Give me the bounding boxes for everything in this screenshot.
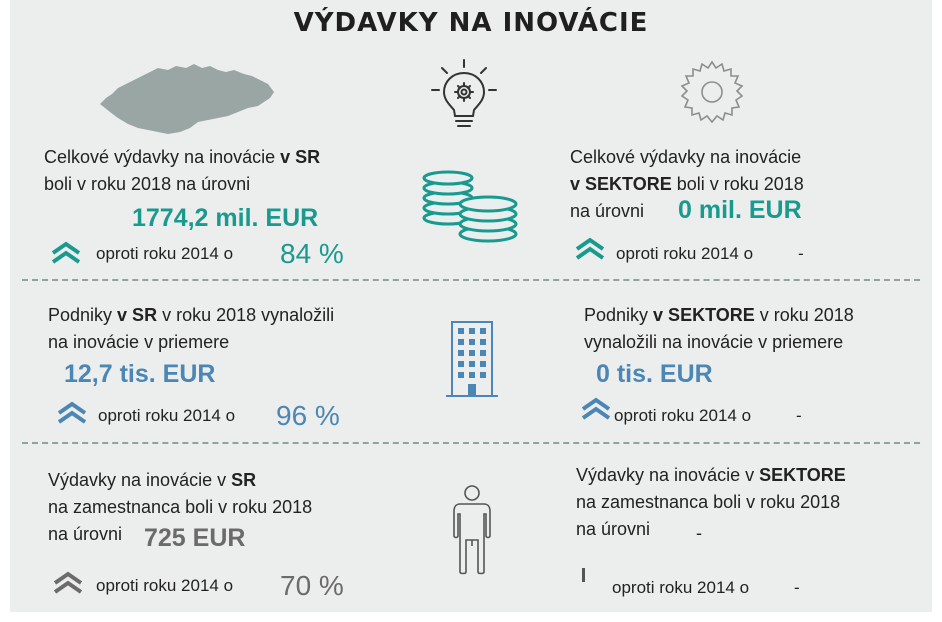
row3-right-compare-label: oproti roku 2014 o xyxy=(612,578,750,597)
row1-left-value: 1774,2 mil. EUR xyxy=(132,204,319,232)
double-chevron-up-icon xyxy=(57,401,87,424)
row2-right-value: 0 tis. EUR xyxy=(596,360,713,388)
row2-left-line1: Podniky v SR v roku 2018 vynaložili xyxy=(48,305,335,325)
row3-right-line3: na úrovni xyxy=(576,519,651,539)
double-chevron-up-icon xyxy=(575,237,605,260)
row3-right-change: - xyxy=(794,578,800,597)
row2-right-change: - xyxy=(796,406,802,425)
infographic: VÝDAVKY NA INOVÁCIE xyxy=(10,0,932,612)
lightbulb-gear-icon xyxy=(431,59,497,127)
row3-right-line1: Výdavky na inovácie v SEKTORE xyxy=(576,465,846,485)
row1-left-line2: boli v roku 2018 na úrovni xyxy=(44,174,251,194)
divider xyxy=(22,279,920,281)
row2-left-change: 96 % xyxy=(276,400,340,431)
row3-left-compare-label: oproti roku 2014 o xyxy=(96,576,234,595)
person-icon xyxy=(453,485,491,575)
slovakia-map-icon xyxy=(100,64,274,134)
trend-marker xyxy=(582,568,585,582)
row1-right-value: 0 mil. EUR xyxy=(678,196,802,224)
row2-left-compare-label: oproti roku 2014 o xyxy=(98,406,236,425)
row3-right-line2: na zamestnanca boli v roku 2018 xyxy=(576,492,841,512)
row3-left-change: 70 % xyxy=(280,570,344,601)
row3-left-line2: na zamestnanca boli v roku 2018 xyxy=(48,497,313,517)
row1-right-line2: v SEKTORE boli v roku 2018 xyxy=(570,174,804,194)
row3-right-value: - xyxy=(696,523,702,543)
row2-right-line2: vynaložili na inovácie v priemere xyxy=(584,332,844,352)
row2-left-value: 12,7 tis. EUR xyxy=(64,360,216,388)
row1-left-line1: Celkové výdavky na inovácie v SR xyxy=(44,147,321,167)
coins-icon xyxy=(422,170,518,243)
row3-left-line3: na úrovni xyxy=(48,524,123,544)
double-chevron-up-icon xyxy=(53,571,83,594)
row1-left-change: 84 % xyxy=(280,238,344,269)
row2-left-line2: na inovácie v priemere xyxy=(48,332,230,352)
row1-right-line1: Celkové výdavky na inovácie xyxy=(570,147,802,167)
row1-right-line3: na úrovni xyxy=(570,201,645,221)
row3-left-line1: Výdavky na inovácie v SR xyxy=(48,470,257,490)
row1-right-compare-label: oproti roku 2014 o xyxy=(616,244,754,263)
page-title: VÝDAVKY NA INOVÁCIE xyxy=(293,8,649,38)
row3-left-value: 725 EUR xyxy=(144,524,246,552)
row2-right-compare-label: oproti roku 2014 o xyxy=(614,406,752,425)
double-chevron-up-icon xyxy=(581,397,611,420)
building-icon xyxy=(446,321,498,397)
double-chevron-up-icon xyxy=(51,241,81,264)
row2-right-line1: Podniky v SEKTORE v roku 2018 xyxy=(584,305,854,325)
divider xyxy=(22,442,920,444)
row1-left-compare-label: oproti roku 2014 o xyxy=(96,244,234,263)
gear-icon xyxy=(680,60,744,124)
row1-right-change: - xyxy=(798,244,804,263)
